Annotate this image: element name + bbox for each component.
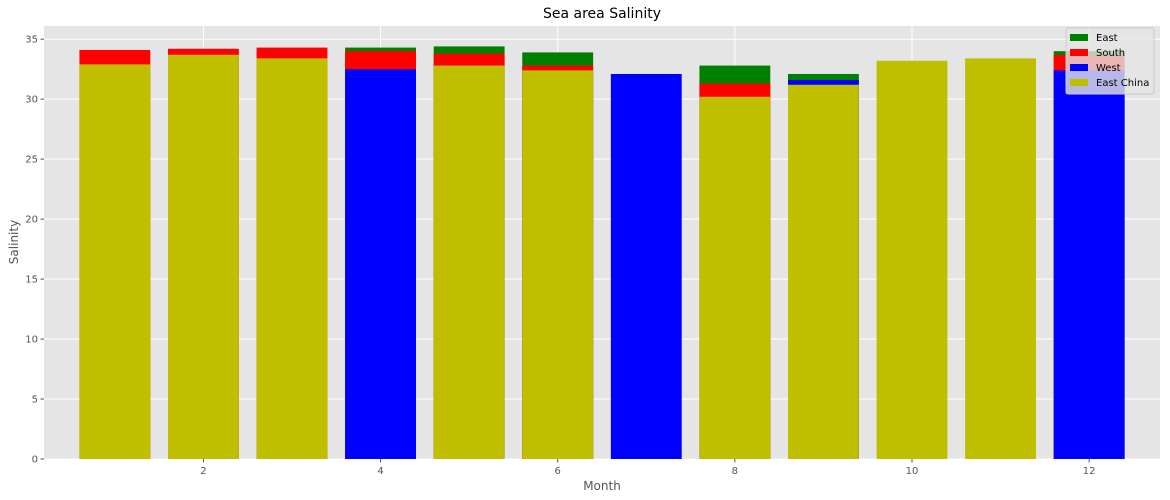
x-tick-label: 4 — [377, 466, 383, 477]
bar-east-china-month-11 — [965, 58, 1036, 459]
y-tick-label: 30 — [25, 95, 38, 106]
chart-title: Sea area Salinity — [543, 6, 661, 22]
bar-east-china-month-9 — [788, 84, 859, 459]
bar-east-china-month-3 — [256, 58, 328, 459]
x-tick-label: 8 — [732, 466, 738, 477]
x-tick-label: 10 — [906, 466, 919, 477]
y-tick-label: 35 — [25, 35, 38, 46]
y-axis-label: Salinity — [7, 220, 21, 264]
y-tick-label: 20 — [25, 215, 38, 226]
y-tick-label: 5 — [32, 395, 38, 406]
bar-west-month-7 — [610, 73, 682, 459]
y-axis-ticks: 0 5 10 15 20 25 30 35 — [25, 35, 44, 466]
y-tick-label: 10 — [25, 335, 38, 346]
legend-swatch-south — [1070, 49, 1088, 56]
x-tick-label: 2 — [200, 466, 206, 477]
bar-east-china-month-8 — [699, 96, 771, 460]
legend: East South West East China — [1065, 27, 1155, 95]
x-axis-label: Month — [583, 479, 621, 493]
x-tick-label: 6 — [555, 466, 561, 477]
bar-east-china-month-1 — [79, 64, 151, 460]
bar-east-china-month-5 — [433, 65, 505, 459]
x-axis-ticks: 2 4 6 8 10 12 — [200, 459, 1096, 477]
bar-west-month-12 — [1053, 70, 1125, 459]
bar-west-month-4 — [345, 69, 416, 459]
bar-east-china-month-6 — [522, 70, 594, 459]
legend-swatch-east-china — [1070, 79, 1088, 86]
legend-label-east-china: East China — [1096, 78, 1149, 89]
legend-swatch-east — [1070, 34, 1088, 41]
bar-east-china-month-10 — [876, 60, 948, 459]
legend-label-west: West — [1096, 63, 1121, 74]
legend-swatch-west — [1070, 64, 1088, 71]
legend-frame — [1065, 27, 1155, 95]
legend-label-south: South — [1096, 48, 1125, 59]
bars — [79, 46, 1125, 460]
bar-east-china-month-2 — [168, 54, 239, 459]
y-tick-label: 25 — [25, 155, 38, 166]
y-tick-label: 0 — [32, 455, 38, 466]
x-tick-label: 12 — [1083, 466, 1096, 477]
y-tick-label: 15 — [25, 275, 38, 286]
legend-label-east: East — [1096, 33, 1118, 44]
